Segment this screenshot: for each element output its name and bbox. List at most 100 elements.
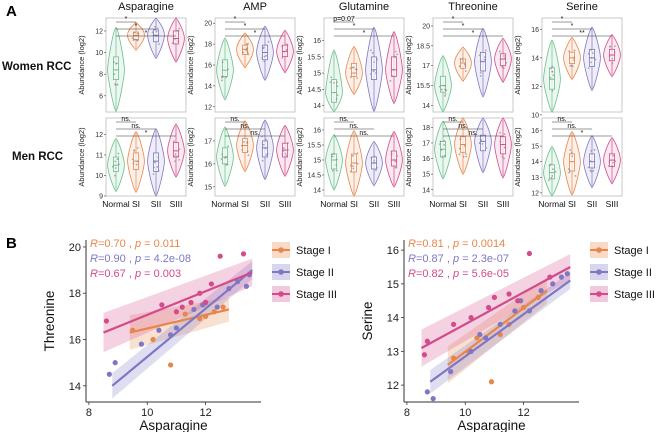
jitter-point: [247, 53, 250, 56]
jitter-point: [220, 158, 223, 160]
scatter-point: [197, 290, 203, 296]
scatter-point: [226, 286, 232, 292]
jitter-point: [445, 89, 448, 92]
scatter-point: [182, 311, 188, 317]
jitter-point: [504, 146, 507, 149]
x-category-label: SII: [369, 199, 379, 209]
jitter-point: [133, 31, 136, 34]
jitter-point: [373, 159, 376, 162]
jitter-point: [152, 173, 155, 176]
r-symbol: R: [90, 238, 98, 250]
jitter-point: [356, 162, 359, 165]
jitter-point: [178, 158, 181, 161]
jitter-point: [463, 145, 466, 147]
jitter-point: [174, 153, 177, 156]
jitter-point: [611, 57, 614, 60]
jitter-point: [336, 81, 338, 84]
box-iqr: [390, 56, 397, 77]
sig-label: ns.: [567, 123, 576, 130]
jitter-point: [114, 167, 117, 169]
scatter-point: [159, 302, 165, 308]
y-tick-label: 12: [204, 104, 212, 111]
y-tick-label: 20: [204, 21, 212, 28]
jitter-point: [391, 75, 394, 77]
jitter-point: [154, 25, 157, 28]
jitter-point: [551, 175, 554, 177]
jitter-point: [176, 29, 179, 32]
y-tick-label: 15: [422, 172, 430, 179]
regression-line: [429, 279, 571, 383]
x-tick-label: 10: [141, 407, 153, 419]
jitter-point: [458, 147, 461, 150]
jitter-point: [499, 58, 502, 61]
panel-label-b: B: [6, 235, 17, 252]
jitter-point: [376, 58, 378, 61]
y-tick-label: 13: [531, 175, 539, 182]
scatter-point: [197, 316, 203, 322]
legend-key-point: [596, 291, 602, 297]
jitter-point: [371, 51, 374, 54]
box-iqr: [172, 142, 179, 158]
r-symbol: R: [90, 253, 98, 265]
p-value: = 5.6e-05: [459, 268, 509, 280]
y-axis-label: Abundance (log2): [77, 35, 86, 95]
y-tick-label: 11: [96, 152, 103, 159]
jitter-point: [587, 166, 590, 169]
jitter-point: [591, 52, 594, 55]
jitter-point: [587, 67, 590, 70]
y-tick-label: 14.5: [307, 173, 321, 180]
jitter-point: [373, 161, 375, 164]
r-symbol: R: [408, 253, 416, 265]
sig-label: *: [145, 30, 148, 37]
y-axis-label: Abundance (log2): [404, 127, 413, 187]
jitter-point: [153, 160, 156, 163]
jitter-point: [281, 153, 284, 156]
scatter-point: [430, 396, 436, 402]
jitter-point: [282, 147, 285, 150]
jitter-point: [263, 55, 266, 58]
sig-label: p=0.07: [333, 16, 355, 23]
jitter-point: [614, 45, 616, 48]
x-category-label: SIII: [170, 199, 183, 209]
box-iqr: [221, 147, 228, 165]
box-iqr: [549, 67, 556, 90]
jitter-point: [335, 158, 338, 161]
jitter-point: [261, 56, 264, 59]
jitter-point: [286, 44, 289, 46]
x-category-label: SI: [350, 199, 358, 209]
scatter-point: [450, 321, 457, 327]
jitter-point: [261, 159, 264, 162]
scatter-point: [421, 352, 428, 358]
panel-label-a: A: [6, 3, 17, 20]
plot-frame: [432, 117, 514, 197]
scatter-point: [211, 309, 217, 315]
jitter-point: [483, 58, 486, 61]
scatter-point: [202, 299, 209, 306]
x-category-label: SII: [151, 199, 161, 209]
x-category-label: Normal: [211, 199, 239, 209]
x-category-label: SII: [587, 199, 597, 209]
correlation-annotation: R=0.87 , p = 2.3e-07: [408, 253, 509, 265]
x-category-label: Normal: [538, 199, 566, 209]
jitter-point: [503, 157, 506, 160]
correlation-annotation: R=0.70 , p = 0.011: [90, 238, 180, 250]
y-tick-label: 17: [204, 138, 212, 145]
sig-label: ns.: [131, 123, 140, 130]
p-value: = 0.003: [141, 268, 181, 280]
jitter-point: [349, 76, 352, 79]
jitter-point: [116, 158, 119, 161]
y-tick-label: 12: [531, 190, 539, 197]
regression-line: [103, 271, 253, 334]
jitter-point: [176, 155, 178, 158]
jitter-point: [356, 77, 359, 79]
jitter-point: [240, 144, 243, 147]
jitter-point: [479, 138, 482, 141]
r-value: =0.81 ,: [416, 238, 453, 250]
jitter-point: [283, 50, 285, 53]
jitter-point: [485, 49, 487, 52]
plot-frame: [541, 17, 623, 113]
jitter-point: [485, 147, 488, 149]
jitter-point: [440, 88, 443, 91]
scatter-point: [167, 362, 174, 368]
jitter-point: [499, 140, 502, 143]
